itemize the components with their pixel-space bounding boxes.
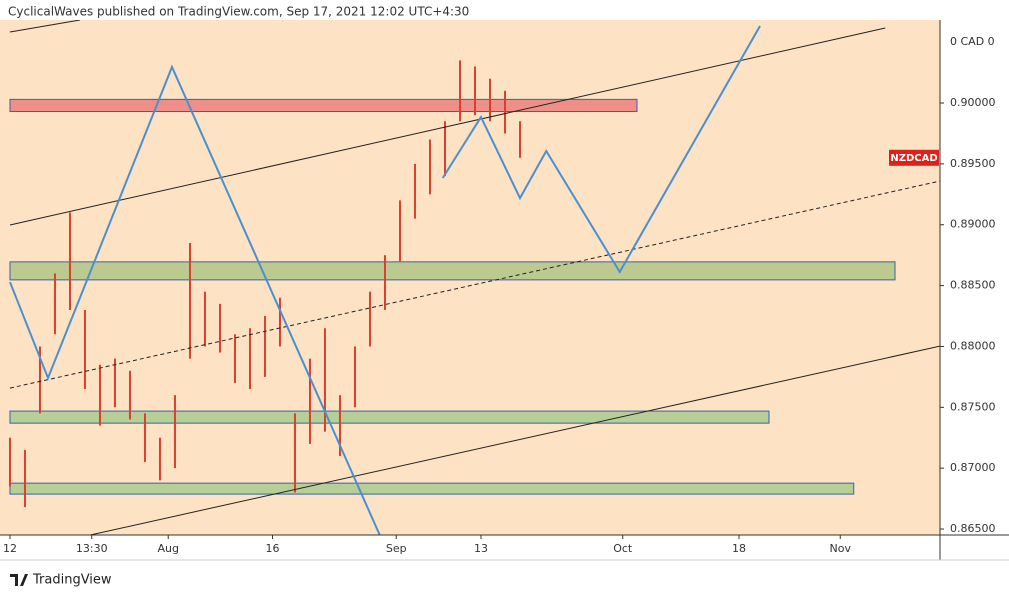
zone [9,410,770,424]
footer-brand: TradingView [32,573,112,588]
header: CyclicalWaves published on TradingView.c… [8,5,469,19]
y-tick-label: 0.88500 [950,279,996,292]
y-tick-label: 0.86500 [950,522,996,535]
x-tick-label: Nov [830,542,852,555]
drawing-line [441,25,761,274]
currency-label: 0 CAD 0 [950,35,995,48]
x-tick-label: 12 [3,542,17,555]
x-tick-label: Oct [613,542,633,555]
x-tick-label: 18 [732,542,746,555]
zone [9,261,896,281]
y-tick-label: 0.87500 [950,400,996,413]
x-tick-label: 13:30 [76,542,108,555]
symbol-label: NZDCAD [890,153,937,164]
y-tick-label: 0.90000 [950,96,996,109]
symbol-badge [889,149,939,166]
zone [9,482,855,495]
zone [9,98,638,113]
drawing-line [9,180,940,389]
y-tick-label: 0.89500 [950,157,996,170]
drawing-line [9,20,81,33]
y-tick-label: 0.88000 [950,339,996,352]
plot [8,20,940,535]
y-tick-label: 0.87000 [950,461,996,474]
drawing-line [90,345,940,535]
x-tick-label: 16 [265,542,279,555]
drawing-line [9,64,381,535]
tradingview-logo [10,574,28,586]
x-tick-label: 13 [474,542,488,555]
x-tick-label: Sep [386,542,407,555]
y-tick-label: 0.89000 [950,218,996,231]
axes: 0.86500 0.87000 0.87500 0.88000 0.88500 0.890… [3,96,996,555]
x-tick-label: Aug [157,542,178,555]
